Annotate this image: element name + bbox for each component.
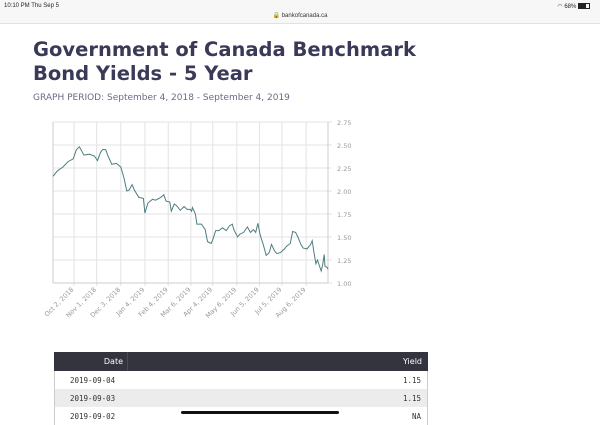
cell-date: 2019-09-03 (70, 393, 116, 403)
cell-date: 2019-09-04 (70, 375, 116, 385)
table-row: 2019-09-02 NA (54, 407, 428, 425)
y-tick-label: 2.25 (337, 165, 351, 173)
header-yield[interactable]: Yield (402, 357, 422, 366)
battery-icon (578, 3, 590, 10)
battery-status: ◠ 68% (557, 3, 590, 10)
lock-icon: 🔒 (272, 13, 281, 19)
y-tick-label: 1.50 (337, 234, 351, 242)
wifi-icon: ◠ (557, 4, 563, 10)
url-text: bankofcanada.ca (281, 13, 328, 19)
table-row: 2019-09-03 1.15 (54, 389, 428, 407)
home-indicator[interactable] (181, 411, 339, 414)
cell-yield: 1.15 (402, 375, 421, 385)
y-tick-label: 2.00 (337, 188, 351, 196)
page-title: Government of Canada Benchmark Bond Yiel… (33, 38, 416, 85)
cell-yield: 1.15 (402, 393, 421, 403)
table-header: Date Yield (54, 352, 428, 371)
status-time: 10:10 PM Thu Sep 5 (4, 3, 59, 9)
table-row: 2019-09-04 1.15 (54, 371, 428, 389)
y-tick-label: 1.75 (337, 211, 351, 219)
battery-text: 68% (564, 4, 577, 10)
yield-series-line (52, 145, 329, 273)
graph-period: GRAPH PERIOD: September 4, 2018 - Septem… (33, 93, 290, 103)
url-bar[interactable]: 🔒 bankofcanada.ca (0, 12, 600, 19)
y-tick-label: 2.75 (337, 119, 351, 127)
status-bar: 10:10 PM Thu Sep 5 🔒 bankofcanada.ca ◠ 6… (0, 0, 600, 24)
y-tick-label: 1.00 (337, 280, 351, 288)
cell-date: 2019-09-02 (70, 411, 116, 421)
header-date[interactable]: Date (54, 352, 128, 371)
cell-yield: NA (411, 411, 421, 421)
yield-table: Date Yield 2019-09-04 1.15 2019-09-03 1.15… (54, 352, 428, 425)
y-tick-label: 1.25 (337, 257, 351, 265)
y-tick-label: 2.50 (337, 142, 351, 150)
